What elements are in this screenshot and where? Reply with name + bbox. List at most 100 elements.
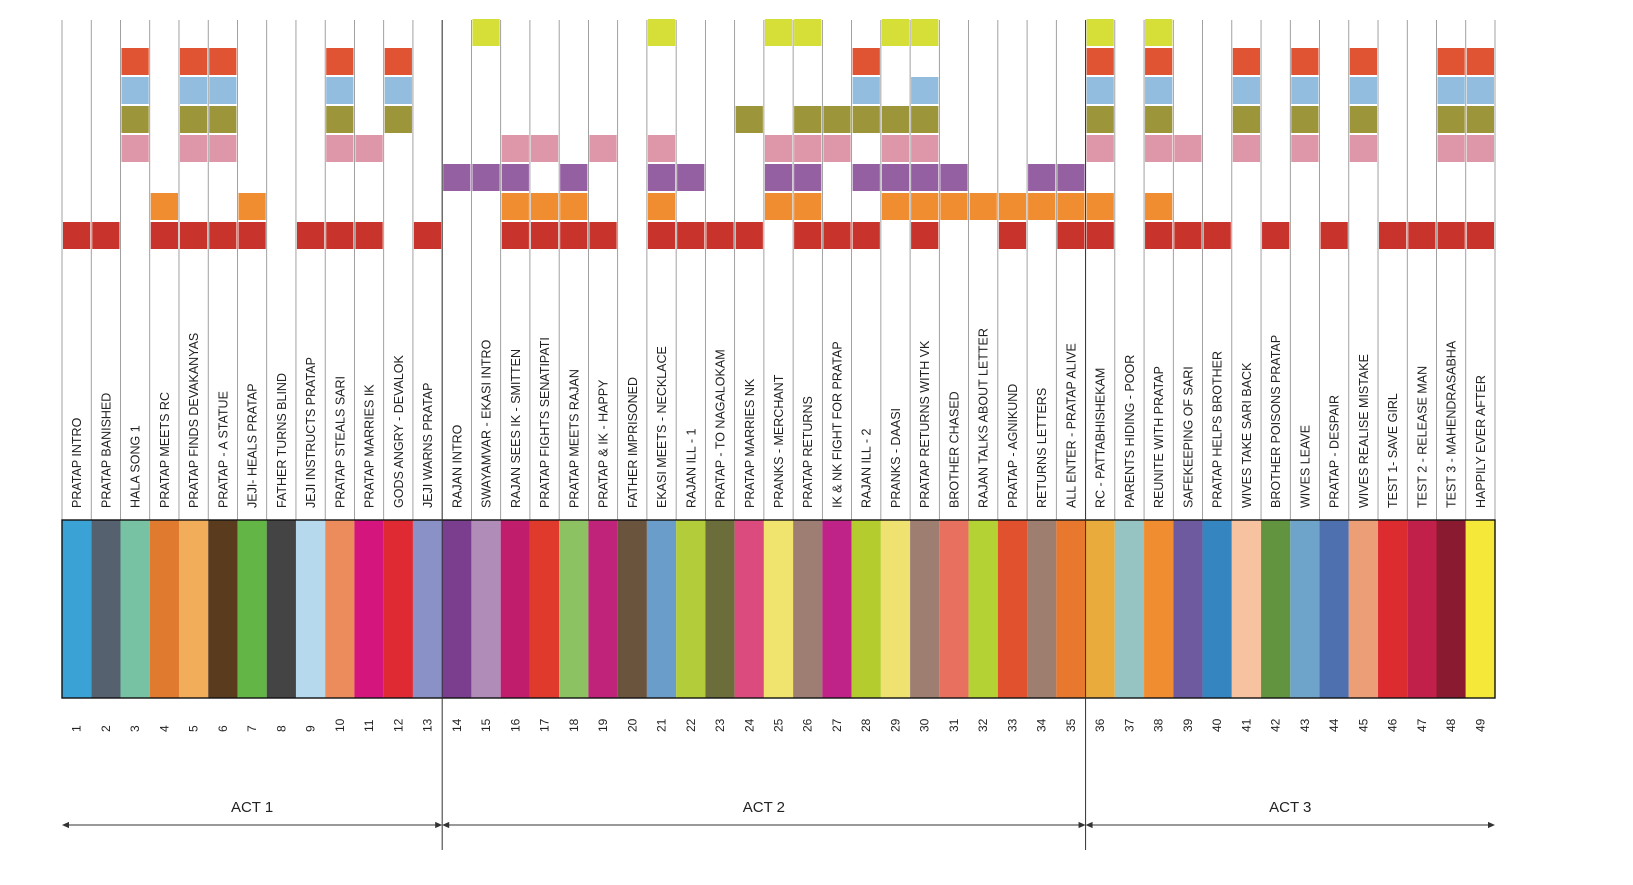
character-cell-scene-27-row-1 bbox=[823, 222, 851, 249]
scene-number-30: 30 bbox=[918, 718, 932, 732]
scene-number-5: 5 bbox=[187, 725, 201, 732]
scene-swatch-28 bbox=[851, 520, 881, 698]
character-cell-scene-36-row-4 bbox=[1086, 135, 1114, 162]
scene-swatch-48 bbox=[1436, 520, 1466, 698]
scene-number-39: 39 bbox=[1181, 718, 1195, 732]
character-cell-scene-41-row-7 bbox=[1232, 48, 1261, 75]
character-cell-scene-26-row-8 bbox=[794, 19, 822, 46]
character-cell-scene-27-row-4 bbox=[823, 135, 851, 162]
character-cell-scene-6-row-6 bbox=[209, 77, 237, 104]
character-cell-scene-29-row-3 bbox=[881, 164, 910, 191]
character-cell-scene-38-row-2 bbox=[1145, 193, 1173, 220]
scene-label-43: WIVES LEAVE bbox=[1298, 425, 1312, 508]
character-cell-scene-18-row-3 bbox=[560, 164, 588, 191]
character-cell-scene-10-row-4 bbox=[326, 135, 354, 162]
character-cell-scene-36-row-2 bbox=[1086, 193, 1114, 220]
scene-swatch-34 bbox=[1027, 520, 1057, 698]
character-cell-scene-5-row-4 bbox=[179, 135, 208, 162]
character-cell-scene-41-row-5 bbox=[1232, 106, 1261, 133]
scene-label-44: PRATAP - DESPAIR bbox=[1328, 395, 1342, 508]
scene-number-45: 45 bbox=[1356, 718, 1370, 732]
character-cell-scene-48-row-6 bbox=[1437, 77, 1465, 104]
scene-label-4: PRATAP MEETS RC bbox=[158, 392, 172, 508]
act-label-3: ACT 3 bbox=[1269, 799, 1311, 816]
scene-number-20: 20 bbox=[625, 718, 639, 732]
scene-number-23: 23 bbox=[713, 718, 727, 732]
scene-swatch-14 bbox=[442, 520, 472, 698]
scene-number-17: 17 bbox=[538, 718, 552, 732]
scene-swatch-40 bbox=[1202, 520, 1232, 698]
act-arrow-3 bbox=[1085, 821, 1495, 829]
character-cell-scene-28-row-3 bbox=[852, 164, 880, 191]
scene-label-42: BROTHER POISONS PRATAP bbox=[1269, 335, 1283, 508]
character-cell-scene-22-row-1 bbox=[677, 222, 705, 249]
character-cell-scene-21-row-8 bbox=[647, 19, 676, 46]
scene-swatch-13 bbox=[412, 520, 443, 698]
character-cell-scene-28-row-1 bbox=[852, 222, 880, 249]
character-cell-scene-45-row-4 bbox=[1349, 135, 1378, 162]
character-cell-scene-33-row-1 bbox=[998, 222, 1027, 249]
scene-swatch-18 bbox=[559, 520, 589, 698]
scene-number-13: 13 bbox=[421, 718, 435, 732]
scene-number-6: 6 bbox=[216, 725, 230, 732]
scene-number-36: 36 bbox=[1093, 718, 1107, 732]
character-cell-scene-12-row-7 bbox=[384, 48, 412, 75]
character-cell-scene-32-row-2 bbox=[969, 193, 997, 220]
character-cell-scene-5-row-5 bbox=[179, 106, 208, 133]
scene-number-44: 44 bbox=[1327, 718, 1341, 732]
character-cell-scene-48-row-5 bbox=[1437, 106, 1465, 133]
scene-label-19: PRATAP & IK - HAPPY bbox=[597, 379, 611, 508]
scene-label-38: REUNITE WITH PRATAP bbox=[1152, 366, 1166, 508]
character-cell-scene-34-row-2 bbox=[1028, 193, 1056, 220]
scene-label-46: TEST 1- SAVE GIRL bbox=[1386, 393, 1400, 508]
character-cell-scene-16-row-2 bbox=[501, 193, 529, 220]
character-cell-scene-31-row-3 bbox=[940, 164, 968, 191]
character-cell-scene-25-row-3 bbox=[764, 164, 793, 191]
character-cell-scene-38-row-7 bbox=[1145, 48, 1173, 75]
scene-number-49: 49 bbox=[1473, 718, 1487, 732]
scene-number-8: 8 bbox=[274, 725, 288, 732]
character-cell-scene-16-row-1 bbox=[501, 222, 529, 249]
character-cell-scene-28-row-7 bbox=[852, 48, 880, 75]
character-cell-scene-38-row-6 bbox=[1145, 77, 1173, 104]
act-arrow-head-left bbox=[442, 821, 450, 829]
character-cell-scene-15-row-8 bbox=[472, 19, 500, 46]
scene-number-22: 22 bbox=[684, 718, 698, 732]
scene-swatch-47 bbox=[1407, 520, 1437, 698]
scene-number-48: 48 bbox=[1444, 718, 1458, 732]
character-cell-scene-26-row-2 bbox=[794, 193, 822, 220]
character-cell-scene-12-row-5 bbox=[384, 106, 412, 133]
character-cell-scene-13-row-1 bbox=[413, 222, 442, 249]
act-arrow-2 bbox=[442, 821, 1086, 829]
scene-label-1: PRATAP INTRO bbox=[70, 417, 84, 508]
scene-swatch-32 bbox=[968, 520, 998, 698]
scene-label-15: SWAYAMVAR - EKASI INTRO bbox=[480, 339, 494, 508]
character-cell-scene-36-row-8 bbox=[1086, 19, 1114, 46]
character-cell-scene-26-row-5 bbox=[794, 106, 822, 133]
scene-label-26: PRATAP RETURNS bbox=[801, 396, 815, 508]
character-cell-scene-43-row-5 bbox=[1291, 106, 1319, 133]
character-cell-scene-24-row-1 bbox=[735, 222, 763, 249]
scene-swatch-44 bbox=[1319, 520, 1349, 698]
scene-swatch-3 bbox=[120, 520, 150, 698]
scene-label-32: RAJAN TALKS ABOUT LETTER bbox=[977, 328, 991, 508]
character-cell-scene-21-row-4 bbox=[647, 135, 676, 162]
character-cell-scene-6-row-5 bbox=[209, 106, 237, 133]
scene-number-33: 33 bbox=[1005, 718, 1019, 732]
scene-label-5: PRATAP FINDS DEVAKANYAS bbox=[187, 333, 201, 508]
scene-swatch-7 bbox=[237, 520, 267, 698]
character-cell-scene-3-row-6 bbox=[121, 77, 149, 104]
character-cell-scene-10-row-1 bbox=[326, 222, 354, 249]
scene-number-27: 27 bbox=[830, 718, 844, 732]
character-cell-scene-18-row-1 bbox=[560, 222, 588, 249]
character-cell-scene-3-row-4 bbox=[121, 135, 149, 162]
character-cell-scene-26-row-1 bbox=[794, 222, 822, 249]
act-arrow-head-left bbox=[62, 821, 69, 829]
scene-number-38: 38 bbox=[1152, 718, 1166, 732]
scene-label-11: PRATAP MARRIES IK bbox=[363, 384, 377, 508]
character-cell-scene-30-row-6 bbox=[911, 77, 939, 104]
character-cell-scene-24-row-5 bbox=[735, 106, 763, 133]
character-cell-scene-30-row-3 bbox=[911, 164, 939, 191]
scene-label-45: WIVES REALISE MISTAKE bbox=[1357, 354, 1371, 508]
character-cell-scene-21-row-2 bbox=[647, 193, 676, 220]
